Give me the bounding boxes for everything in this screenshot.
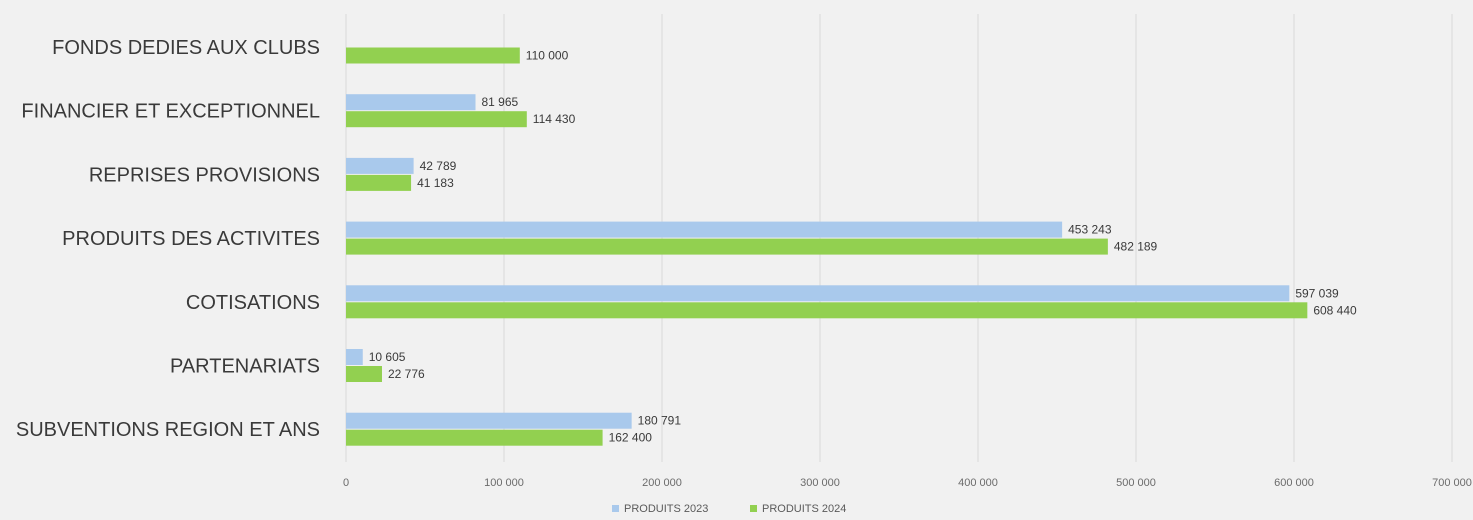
legend: PRODUITS 2023 PRODUITS 2024 — [612, 503, 846, 515]
bar-1-1 — [346, 111, 527, 128]
x-tick-label-5: 500 000 — [1116, 477, 1156, 489]
bar-1-3 — [346, 238, 1108, 255]
x-tick-label-4: 400 000 — [958, 477, 998, 489]
bar-1-6 — [346, 429, 603, 446]
legend-label-1: PRODUITS 2024 — [762, 503, 846, 515]
category-label-2: REPRISES PROVISIONS — [89, 164, 320, 186]
bars — [346, 47, 1308, 446]
data-label-0-5: 10 605 — [369, 350, 406, 364]
data-label-0-6: 180 791 — [638, 414, 682, 428]
data-label-1-0: 110 000 — [526, 49, 569, 63]
x-tick-label-1: 100 000 — [484, 477, 524, 489]
bar-0-6 — [346, 412, 632, 429]
category-label-1: FINANCIER ET EXCEPTIONNEL — [21, 101, 320, 123]
data-label-0-3: 453 243 — [1068, 223, 1112, 237]
data-label-1-4: 608 440 — [1313, 303, 1357, 317]
bar-1-4 — [346, 302, 1308, 319]
category-label-5: PARTENARIATS — [170, 356, 320, 378]
data-label-1-3: 482 189 — [1114, 240, 1158, 254]
legend-swatch-1 — [750, 505, 757, 512]
data-labels: 110 000 81 965 114 430 42 789 41 183 453 2434… — [369, 49, 1357, 445]
x-tick-label-0: 0 — [343, 477, 349, 489]
legend-swatch-0 — [612, 505, 619, 512]
x-tick-label-6: 600 000 — [1274, 477, 1314, 489]
data-label-0-4: 597 039 — [1295, 286, 1339, 300]
category-labels: FONDS DEDIES AUX CLUBS FINANCIER ET EXCEP… — [16, 37, 320, 441]
bar-0-2 — [346, 157, 414, 174]
category-label-3: PRODUITS DES ACTIVITES — [62, 228, 320, 250]
bar-1-2 — [346, 174, 412, 191]
category-label-4: COTISATIONS — [186, 292, 320, 314]
category-label-0: FONDS DEDIES AUX CLUBS — [52, 37, 320, 59]
gridlines — [345, 14, 1453, 462]
category-label-6: SUBVENTIONS REGION ET ANS — [16, 419, 320, 441]
x-axis-tick-labels: 0 100 000 200 000 300 000 400 000 500 000 600 … — [343, 477, 1472, 489]
x-tick-label-7: 700 000 — [1432, 477, 1472, 489]
x-tick-label-3: 300 000 — [800, 477, 840, 489]
data-label-0-2: 42 789 — [420, 159, 457, 173]
bar-0-1 — [346, 94, 476, 111]
bar-1-0 — [346, 47, 520, 64]
data-label-0-1: 81 965 — [482, 95, 519, 109]
bar-0-4 — [346, 285, 1290, 302]
data-label-1-1: 114 430 — [533, 112, 576, 126]
legend-label-0: PRODUITS 2023 — [624, 503, 708, 515]
bar-0-5 — [346, 349, 363, 365]
data-label-1-5: 22 776 — [388, 367, 425, 381]
data-label-1-6: 162 400 — [609, 431, 653, 445]
x-tick-label-2: 200 000 — [642, 477, 682, 489]
bar-0-3 — [346, 221, 1063, 238]
bar-1-5 — [346, 366, 382, 382]
data-label-1-2: 41 183 — [417, 176, 454, 190]
